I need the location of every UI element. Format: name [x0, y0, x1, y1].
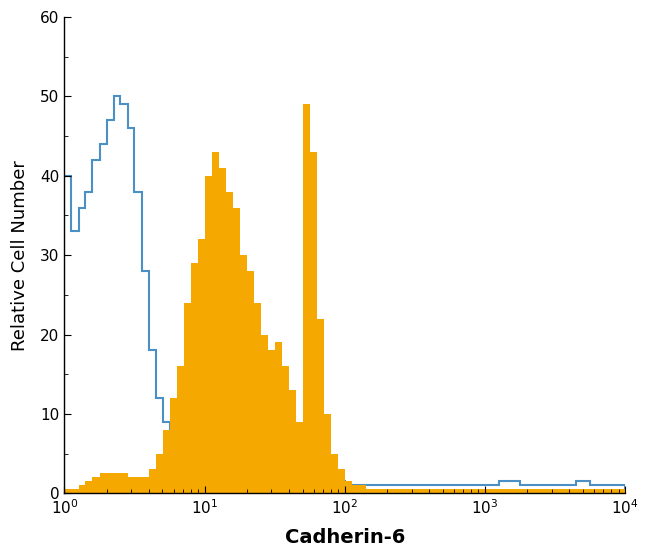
- Y-axis label: Relative Cell Number: Relative Cell Number: [11, 160, 29, 350]
- X-axis label: Cadherin-6: Cadherin-6: [285, 528, 405, 547]
